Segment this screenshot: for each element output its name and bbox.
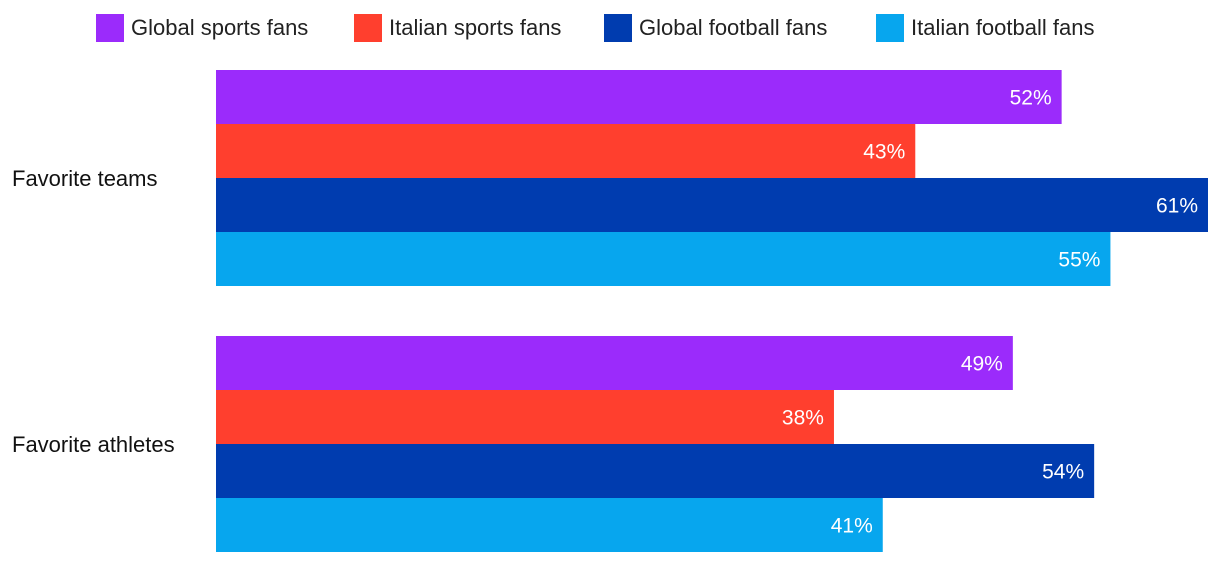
legend-swatch-4 bbox=[876, 14, 904, 42]
category-label-1: Favorite teams bbox=[12, 166, 158, 191]
bar-2-2 bbox=[216, 390, 834, 444]
bar-value-label-2-4: 41% bbox=[831, 515, 873, 538]
legend: Global sports fans Italian sports fans Glo… bbox=[96, 14, 1094, 42]
bar-1-4 bbox=[216, 232, 1111, 286]
bars: 52% 43% 61% 55% 49% 38% 54% 41% bbox=[216, 70, 1208, 552]
bar-2-3 bbox=[216, 444, 1095, 498]
category-label-2: Favorite athletes bbox=[12, 432, 175, 457]
legend-swatch-1 bbox=[96, 14, 124, 42]
legend-swatch-3 bbox=[604, 14, 632, 42]
bar-value-label-1-1: 52% bbox=[1010, 87, 1052, 110]
bar-2-4 bbox=[216, 498, 883, 552]
category-labels: Favorite teams Favorite athletes bbox=[12, 166, 175, 457]
bar-1-1 bbox=[216, 70, 1062, 124]
legend-label-2: Italian sports fans bbox=[389, 15, 561, 40]
bar-2-1 bbox=[216, 336, 1013, 390]
bar-value-label-1-2: 43% bbox=[863, 141, 905, 164]
bar-value-label-1-4: 55% bbox=[1058, 249, 1100, 272]
bar-1-2 bbox=[216, 124, 916, 178]
legend-label-1: Global sports fans bbox=[131, 15, 308, 40]
bar-value-label-2-1: 49% bbox=[961, 353, 1003, 376]
legend-swatch-2 bbox=[354, 14, 382, 42]
bar-value-label-2-2: 38% bbox=[782, 407, 824, 430]
legend-label-3: Global football fans bbox=[639, 15, 827, 40]
bar-value-label-2-3: 54% bbox=[1042, 461, 1084, 484]
bar-value-label-1-3: 61% bbox=[1156, 195, 1198, 218]
legend-label-4: Italian football fans bbox=[911, 15, 1094, 40]
bar-1-3 bbox=[216, 178, 1208, 232]
